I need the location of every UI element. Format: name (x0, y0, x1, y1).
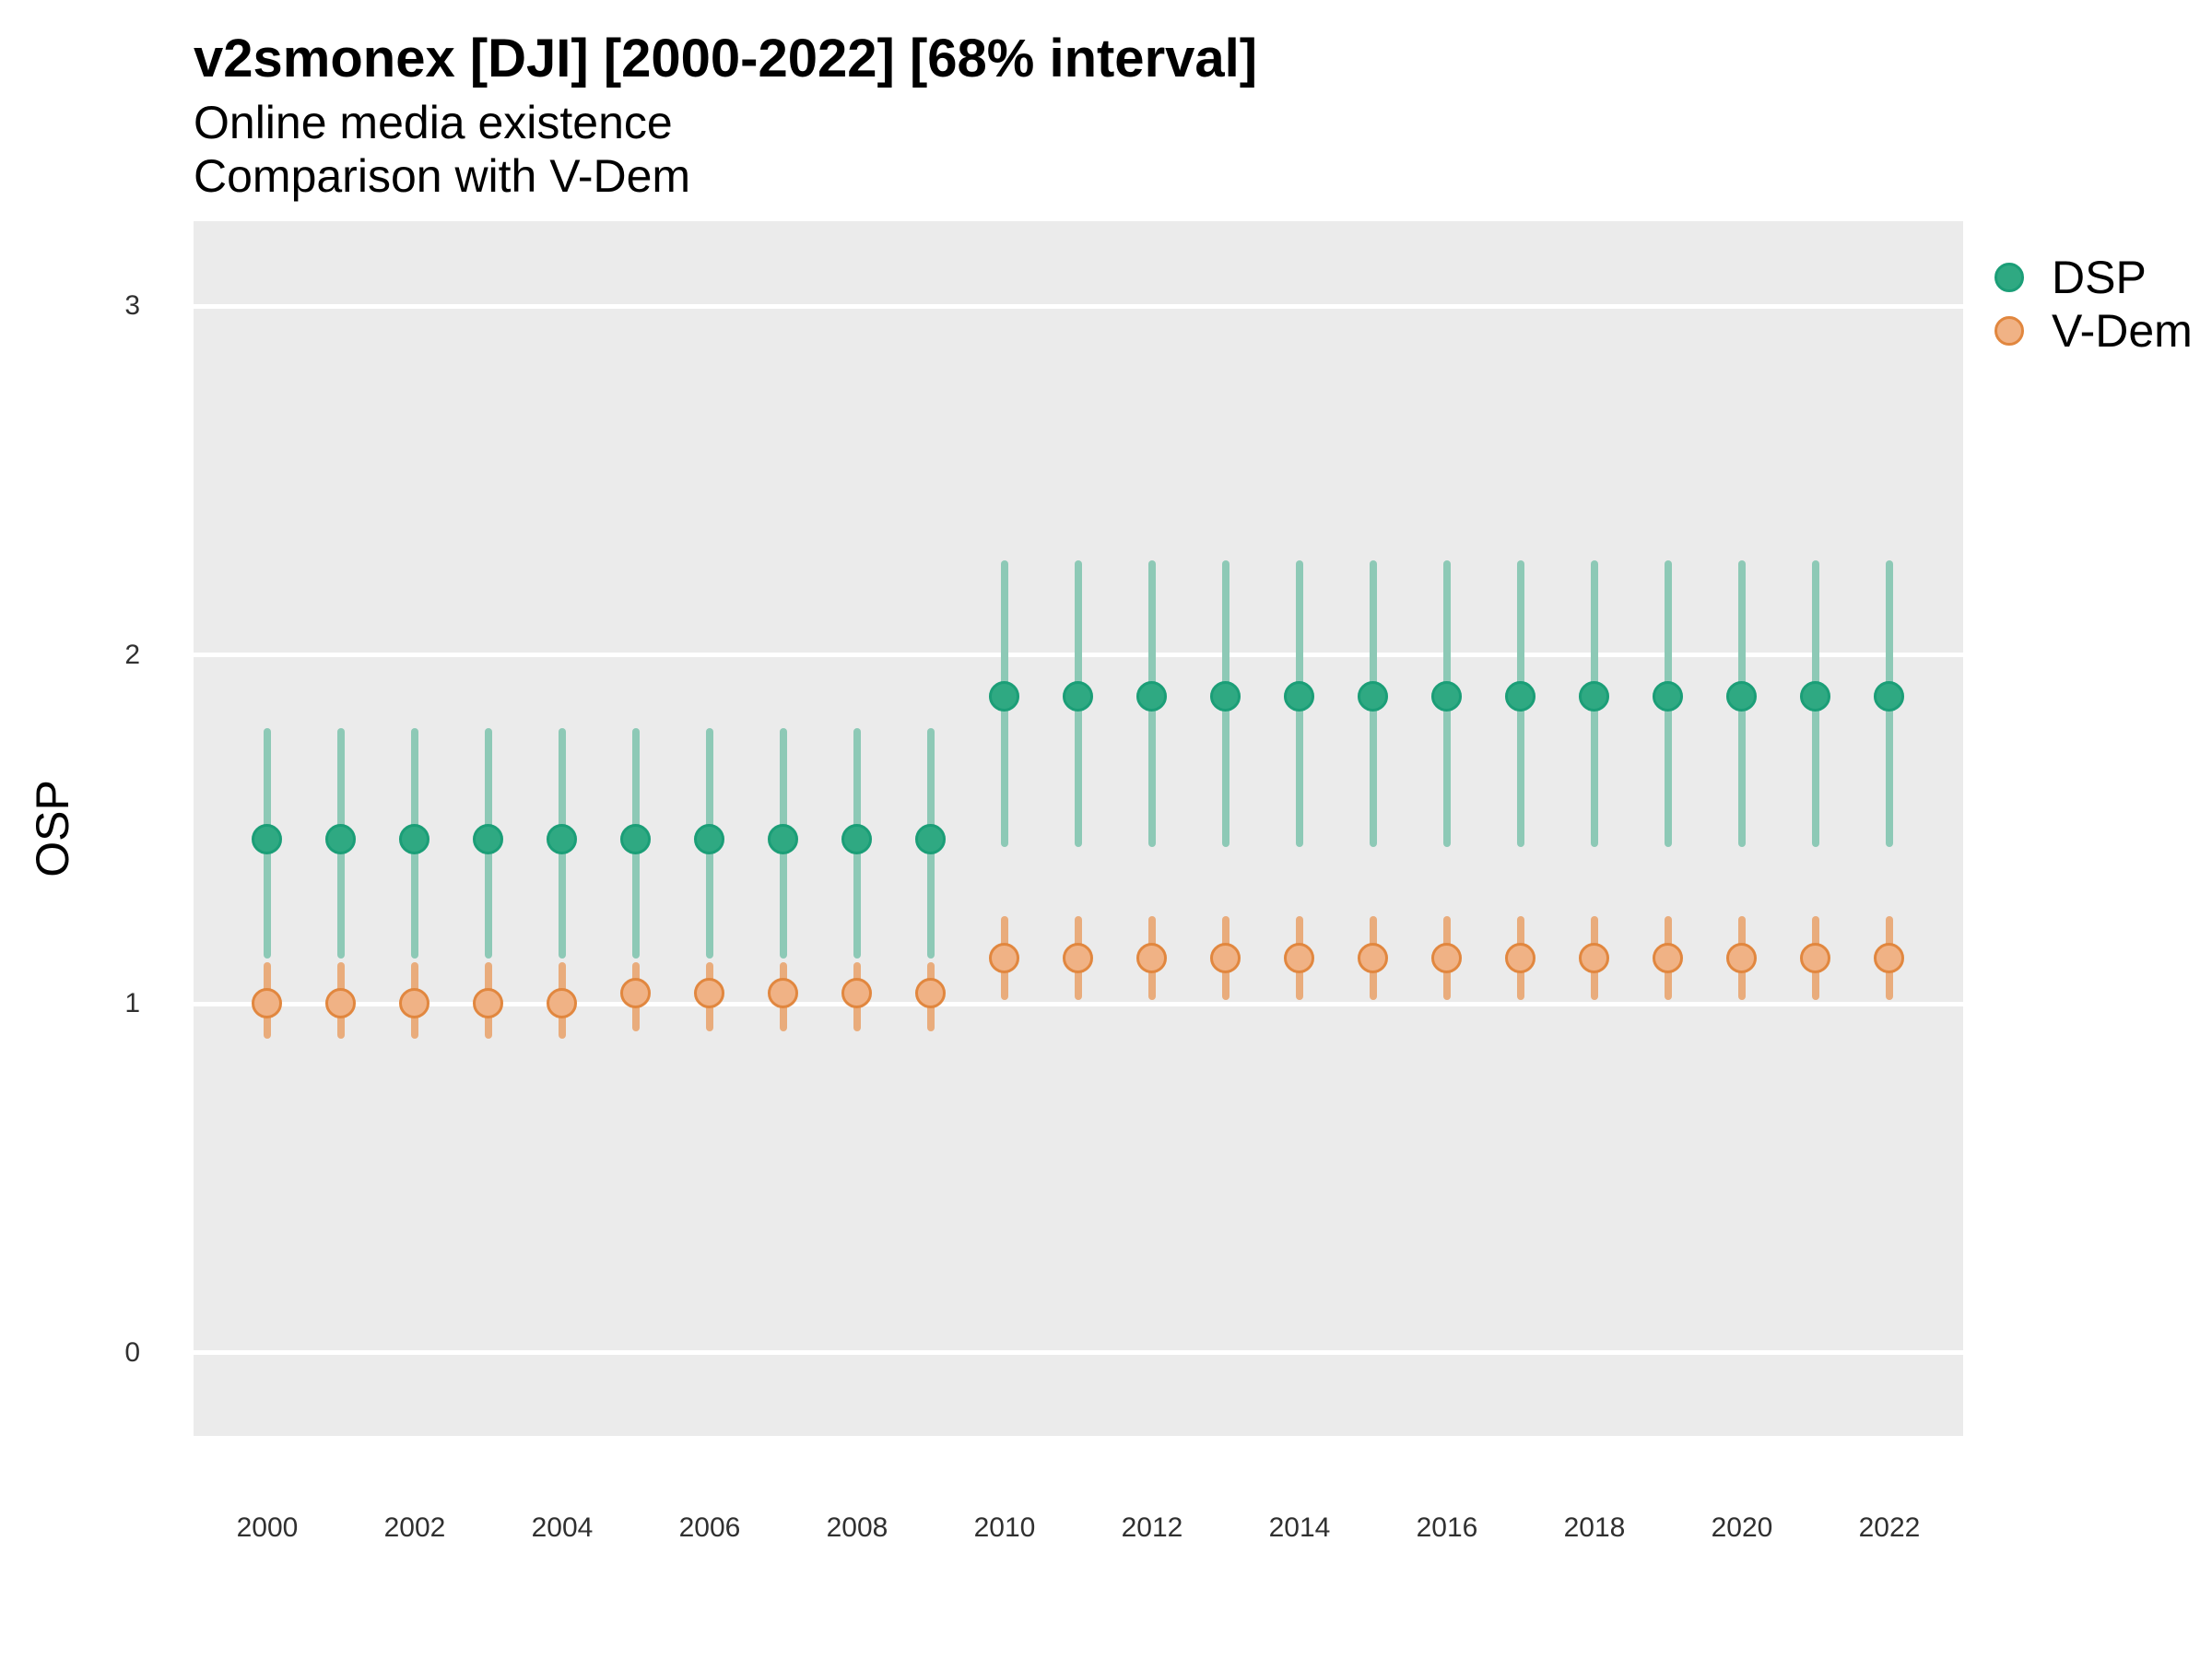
y-tick-label-0: 0 (124, 1336, 140, 1368)
point-dsp-2004 (547, 824, 577, 855)
x-tick-label-2004: 2004 (531, 1512, 594, 1543)
legend-dsp-label: DSP (2052, 252, 2147, 303)
point-dsp-2001 (325, 824, 356, 855)
point-dsp-2022 (1874, 680, 1904, 712)
point-dsp-2018 (1579, 680, 1609, 712)
point-vdem-2011 (1063, 942, 1093, 973)
point-vdem-2022 (1874, 942, 1904, 973)
legend-vdem-point-icon (1994, 316, 2024, 346)
legend-item-dsp: DSP (1994, 251, 2193, 304)
point-vdem-2001 (325, 988, 356, 1018)
point-vdem-2008 (841, 977, 872, 1008)
legend: DSP V-Dem (1994, 251, 2193, 358)
point-dsp-2015 (1358, 680, 1388, 712)
x-tick-label-2010: 2010 (973, 1512, 1036, 1543)
x-tick-label-2022: 2022 (1858, 1512, 1921, 1543)
point-vdem-2002 (399, 988, 429, 1018)
x-tick-label-2012: 2012 (1121, 1512, 1183, 1543)
chart-subtitle-line2: Comparison with V-Dem (194, 150, 691, 202)
point-vdem-2000 (252, 988, 282, 1018)
point-vdem-2013 (1210, 942, 1241, 973)
point-dsp-2000 (252, 824, 282, 855)
legend-dsp-point-icon (1994, 263, 2024, 292)
chart-title: v2smonex [DJI] [2000-2022] [68% interval… (194, 29, 1258, 88)
point-dsp-2005 (620, 824, 651, 855)
point-dsp-2021 (1800, 680, 1830, 712)
x-tick-label-2014: 2014 (1268, 1512, 1331, 1543)
point-vdem-2016 (1431, 942, 1462, 973)
y-tick-label-2: 2 (124, 639, 140, 670)
point-vdem-2009 (915, 977, 946, 1008)
x-tick-label-2020: 2020 (1711, 1512, 1773, 1543)
point-dsp-2014 (1284, 680, 1314, 712)
x-tick-label-2000: 2000 (236, 1512, 299, 1543)
point-vdem-2021 (1800, 942, 1830, 973)
point-vdem-2012 (1136, 942, 1167, 973)
point-dsp-2012 (1136, 680, 1167, 712)
point-vdem-2004 (547, 988, 577, 1018)
x-tick-label-2002: 2002 (383, 1512, 446, 1543)
gridline-y-1 (194, 1001, 1963, 1006)
point-dsp-2002 (399, 824, 429, 855)
point-vdem-2017 (1505, 942, 1535, 973)
point-dsp-2003 (473, 824, 503, 855)
point-dsp-2007 (768, 824, 798, 855)
chart-subtitle-line1: Online media existence (194, 97, 673, 148)
point-vdem-2005 (620, 977, 651, 1008)
x-tick-label-2016: 2016 (1416, 1512, 1478, 1543)
legend-item-vdem: V-Dem (1994, 304, 2193, 358)
x-tick-label-2008: 2008 (826, 1512, 888, 1543)
y-tick-label-1: 1 (124, 988, 140, 1018)
point-dsp-2019 (1653, 680, 1683, 712)
x-tick-label-2018: 2018 (1563, 1512, 1626, 1543)
point-dsp-2009 (915, 824, 946, 855)
point-dsp-2016 (1431, 680, 1462, 712)
legend-vdem-label: V-Dem (2052, 305, 2193, 357)
point-vdem-2018 (1579, 942, 1609, 973)
gridline-y-3 (194, 303, 1963, 309)
point-dsp-2010 (989, 680, 1019, 712)
x-tick-label-2006: 2006 (678, 1512, 741, 1543)
point-vdem-2015 (1358, 942, 1388, 973)
point-vdem-2006 (694, 977, 724, 1008)
point-dsp-2013 (1210, 680, 1241, 712)
point-dsp-2008 (841, 824, 872, 855)
point-vdem-2007 (768, 977, 798, 1008)
point-vdem-2020 (1726, 942, 1757, 973)
y-tick-label-3: 3 (124, 290, 140, 321)
point-vdem-2014 (1284, 942, 1314, 973)
point-vdem-2019 (1653, 942, 1683, 973)
gridline-y-0 (194, 1350, 1963, 1355)
point-dsp-2011 (1063, 680, 1093, 712)
point-vdem-2003 (473, 988, 503, 1018)
point-dsp-2006 (694, 824, 724, 855)
point-dsp-2017 (1505, 680, 1535, 712)
point-vdem-2010 (989, 942, 1019, 973)
y-axis-title: OSP (27, 780, 78, 877)
point-dsp-2020 (1726, 680, 1757, 712)
